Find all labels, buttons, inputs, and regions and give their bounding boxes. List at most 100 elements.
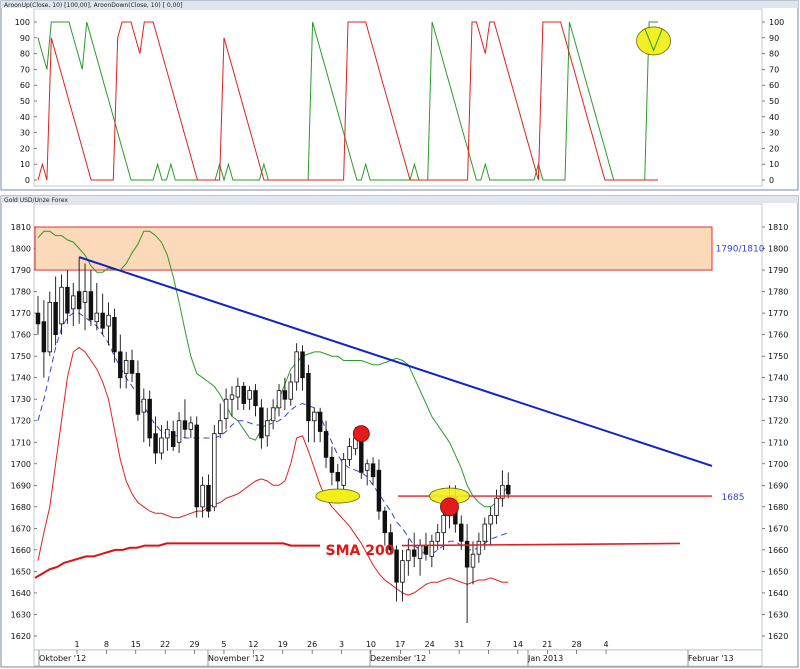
price-tick-label-left: 1620: [11, 632, 31, 641]
price-tick-label-right: 1660: [768, 546, 788, 555]
time-tick-label: 26: [307, 640, 317, 649]
time-tick-label: 7: [486, 640, 491, 649]
candle-body: [347, 446, 352, 460]
price-tick-label-left: 1660: [11, 546, 31, 555]
aroon-tick-label-left: 20: [20, 144, 30, 153]
candle-body: [300, 351, 305, 379]
aroon-tick-label-right: 10: [769, 160, 779, 169]
level-1685-label: 1685: [722, 493, 745, 503]
price-tick-label-right: 1760: [768, 331, 788, 340]
price-tick-label-left: 1670: [11, 524, 31, 533]
aroon-tick-label-left: 80: [20, 50, 30, 59]
candle-body: [376, 469, 382, 512]
price-tick-label-left: 1630: [11, 610, 31, 619]
price-tick-label-right: 1790: [768, 266, 788, 275]
price-tick-label-right: 1750: [768, 352, 788, 361]
aroon-tick-label-left: 90: [20, 34, 30, 43]
candle-body: [100, 312, 105, 329]
candle-body: [76, 291, 82, 310]
price-tick-label-right: 1730: [768, 395, 788, 404]
candle-body: [341, 459, 346, 486]
aroon-down-line: [37, 21, 658, 181]
candle-body: [494, 497, 499, 516]
candle-body: [147, 398, 152, 439]
candle-body: [306, 372, 311, 422]
candle-body: [441, 515, 446, 534]
candle-body: [464, 540, 470, 568]
candle-body: [500, 484, 505, 499]
month-label: Dezember '12: [370, 654, 426, 663]
candle-body: [406, 549, 411, 562]
resistance-zone: 1790/1810: [34, 226, 765, 271]
price-tick-label-right: 1780: [768, 288, 788, 297]
sma200-label: SMA 200: [326, 543, 395, 559]
candle-body: [53, 301, 58, 336]
price-tick-label-left: 1650: [11, 567, 31, 576]
candle-body: [459, 523, 464, 542]
candle-body: [382, 510, 388, 534]
candle-body: [71, 295, 76, 310]
candle-body: [59, 286, 64, 325]
candle-body: [417, 545, 423, 559]
lower-band-line: [37, 346, 509, 596]
aroon-tick-label-left: 60: [20, 81, 30, 90]
month-label: Februar '13: [688, 654, 734, 663]
candle-body: [176, 420, 182, 443]
aroon-up-line: [37, 21, 658, 182]
aroon-tick-label-right: 40: [769, 113, 779, 122]
aroon-tick-label-left: 100: [15, 18, 30, 27]
time-tick-label: 4: [603, 640, 608, 649]
price-tick-label-left: 1810: [11, 223, 31, 232]
price-y-axis: 1620 1620 1630 1630 1640 1640 1650 1650 1660 1660…: [11, 223, 789, 641]
candle-body: [400, 560, 405, 583]
time-tick-label: 1: [74, 640, 79, 649]
month-label: November '12: [208, 654, 265, 663]
candle-body: [294, 351, 299, 383]
candle-body: [423, 545, 429, 555]
red-marker-january: [440, 497, 459, 517]
candle-body: [411, 549, 417, 557]
candle-body: [35, 312, 41, 325]
sma200-line: [34, 542, 320, 579]
candle-body: [94, 312, 100, 323]
candle-body: [359, 437, 364, 473]
price-tick-label-right: 1690: [768, 481, 788, 490]
price-tick-label-right: 1640: [768, 589, 788, 598]
time-tick-label: 5: [221, 640, 226, 649]
candle-body: [165, 428, 170, 439]
time-tick-label: 24: [425, 640, 435, 649]
price-tick-label-left: 1770: [11, 309, 31, 318]
price-tick-label-left: 1800: [11, 245, 31, 254]
candle-body: [112, 317, 117, 353]
price-tick-label-right: 1680: [768, 503, 788, 512]
aroon-panel-header: [1, 1, 798, 8]
aroon-tick-label-right: 50: [769, 97, 779, 106]
aroon-tick-label-right: 70: [769, 65, 779, 74]
aroon-tick-label-right: 20: [769, 144, 779, 153]
time-tick-label: 14: [513, 640, 523, 649]
time-tick-label: 29: [189, 640, 199, 649]
candle-body: [335, 471, 341, 482]
candle-body: [288, 381, 293, 400]
time-tick-label: 8: [104, 640, 109, 649]
price-tick-label-right: 1740: [768, 374, 788, 383]
candlestick-series: [35, 257, 511, 624]
aroon-tick-label-right: 30: [769, 129, 779, 138]
aroon-tick-label-left: 30: [20, 129, 30, 138]
resistance-zone-box: [34, 226, 713, 271]
price-tick-label-right: 1700: [768, 460, 788, 469]
aroon-highlight-peak: [644, 28, 663, 52]
price-tick-label-right: 1620: [768, 632, 788, 641]
candle-body: [194, 424, 199, 508]
aroon-tick-label-left: 0: [25, 176, 30, 185]
candle-body: [476, 540, 482, 555]
aroon-tick-label-right: 90: [769, 34, 779, 43]
candle-body: [329, 456, 335, 473]
candle-body: [170, 431, 176, 447]
time-axis-band: [33, 649, 763, 667]
time-tick-label: 31: [454, 640, 464, 649]
candle-body: [206, 484, 211, 512]
price-tick-label-right: 1710: [768, 438, 788, 447]
